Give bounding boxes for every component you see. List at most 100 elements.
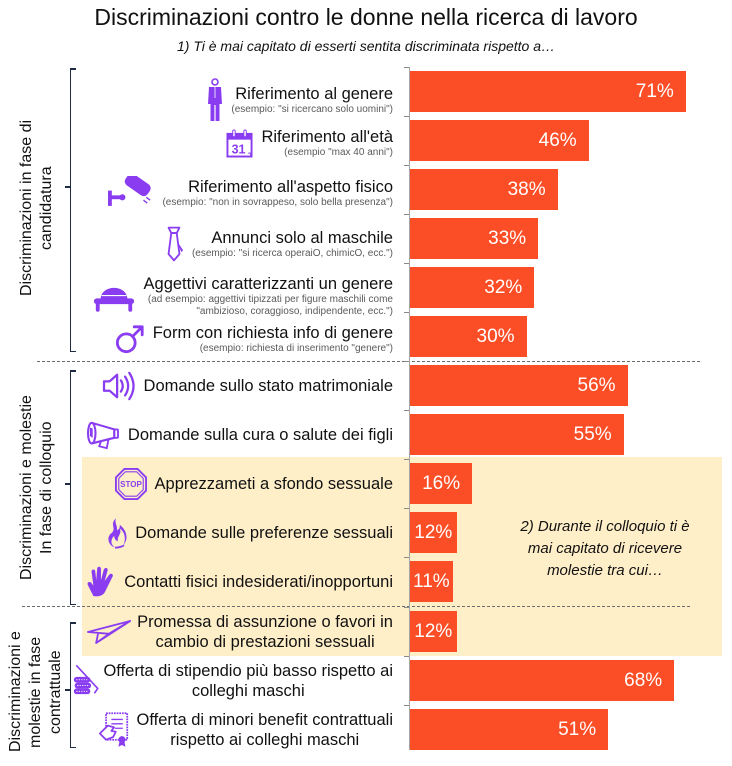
coins-icon <box>73 663 101 699</box>
axis-tick <box>404 656 409 657</box>
bar: 51% <box>410 709 609 750</box>
category-label: Riferimento al genere <box>235 85 393 103</box>
bracket-end <box>71 350 76 352</box>
bar: 38% <box>410 169 558 210</box>
value-label: 12% <box>414 522 453 543</box>
value-label: 68% <box>624 670 663 691</box>
bar: 33% <box>410 218 539 259</box>
certificate-icon <box>98 711 129 748</box>
category-label: Contatti fisici indesiderati/inopportuni <box>124 572 393 591</box>
category-row: Contatti fisici indesiderati/inopportuni <box>84 561 393 602</box>
bracket-mid-tick <box>65 689 70 691</box>
bracket-end <box>71 622 76 624</box>
bar: 46% <box>410 120 589 161</box>
value-label: 33% <box>488 228 527 249</box>
necktie-icon <box>164 225 184 263</box>
chart-subtitle: 1) Ti è mai capitato di esserti sentita … <box>176 38 556 54</box>
question-2-annotation: 2) Durante il colloquio ti è mai capitat… <box>520 518 690 579</box>
category-row: Form con richiesta info di genere (esemp… <box>115 323 393 355</box>
bracket-mid-tick <box>65 483 70 485</box>
category-row: Offerta di minori benefit contrattuali r… <box>98 709 394 750</box>
group-label-colloquio: Discriminazioni e molestie In fase di co… <box>18 395 55 581</box>
category-row: Domande sulle preferenze sessuali <box>105 512 393 553</box>
category-note: (esempio: "si ricerca operaiO, chimicO, … <box>191 248 393 259</box>
group-label-candidatura: Discriminazioni in fase di candidatura <box>18 119 55 297</box>
category-label: Domande sullo stato matrimoniale <box>143 376 393 395</box>
bar: 32% <box>410 267 535 308</box>
speaker-icon <box>102 371 136 401</box>
group-separator <box>37 361 700 362</box>
category-note: (esempio: richiesta di inserimento "gene… <box>199 343 393 354</box>
category-row: Domande sulla cura o salute dei figli <box>86 414 393 455</box>
category-row: Offerta di stipendio più basso rispetto … <box>73 660 393 701</box>
axis-tick <box>404 607 409 608</box>
bar: 68% <box>410 660 675 701</box>
category-row: Promessa di assunzione o favori in cambi… <box>87 611 393 652</box>
flame-icon <box>105 517 127 549</box>
category-label: Domande sulle preferenze sessuali <box>135 523 393 542</box>
category-axis <box>409 67 410 750</box>
axis-tick <box>404 214 409 215</box>
category-label: Offerta di minori benefit contrattuali r… <box>136 710 394 749</box>
category-note: (esempio: "si ricercano solo uomini") <box>231 104 393 115</box>
axis-tick <box>404 361 409 362</box>
category-row: Aggettivi caratterizzanti un genere (ad … <box>92 274 393 318</box>
category-label: Aggettivi caratterizzanti un genere <box>143 275 393 293</box>
category-label: Annunci solo al maschile <box>211 229 393 247</box>
group-bracket <box>65 68 76 352</box>
harassment-highlight-box <box>82 457 722 656</box>
category-label: Apprezzameti a sfondo sessuale <box>154 474 393 493</box>
bar: 12% <box>410 512 457 553</box>
bracket-end <box>71 746 76 748</box>
category-label: Domande sulla cura o salute dei figli <box>127 425 393 444</box>
axis-tick <box>404 705 409 706</box>
bowler-hat-icon <box>92 281 136 312</box>
security-camera-icon <box>108 176 154 209</box>
category-label: Offerta di stipendio più basso rispetto … <box>103 661 393 700</box>
category-note: (ad esempio: aggettivi tipizzati per fig… <box>147 294 393 317</box>
axis-tick <box>404 459 409 460</box>
bracket-mid-tick <box>65 186 70 188</box>
group-bracket <box>65 622 76 748</box>
category-row: Riferimento all'aspetto fisico (esempio:… <box>108 176 393 209</box>
category-row: Domande sullo stato matrimoniale <box>102 365 393 406</box>
axis-tick <box>404 410 409 411</box>
value-label: 71% <box>635 81 674 102</box>
calendar-icon: 31 <box>226 129 253 158</box>
category-label: Riferimento all'età <box>261 128 393 146</box>
category-row: STOP Apprezzameti a sfondo sessuale <box>114 463 393 504</box>
group-bracket <box>65 370 76 605</box>
category-row: 31 Riferimento all'età (esempio "max 40 … <box>226 127 393 159</box>
chart-title: Discriminazioni contro le donne nella ri… <box>94 4 638 30</box>
man-in-suit-icon <box>207 78 223 122</box>
bar: 55% <box>410 414 624 455</box>
axis-tick <box>404 508 409 509</box>
bar: 71% <box>410 71 686 112</box>
axis-tick <box>404 67 409 68</box>
value-label: 11% <box>413 571 450 592</box>
category-label: Riferimento all'aspetto fisico <box>188 177 393 196</box>
value-label: 38% <box>507 179 546 200</box>
value-label: 51% <box>558 719 597 740</box>
category-note: (esempio: "non in sovrappeso, solo bella… <box>162 196 393 208</box>
bracket-end <box>71 603 76 605</box>
group-label-contrattuale: Discriminazioni e molestie in fase contr… <box>7 631 64 753</box>
calendar-day-number: 31 <box>232 142 246 156</box>
stop-sign-icon: STOP <box>114 467 147 500</box>
bracket-end <box>71 370 76 372</box>
value-label: 16% <box>422 473 461 494</box>
bracket-end <box>71 68 76 70</box>
category-row: Riferimento al genere (esempio: "si rice… <box>207 78 393 122</box>
hand-icon <box>84 566 116 598</box>
bar: 30% <box>410 316 527 357</box>
value-label: 56% <box>577 375 616 396</box>
axis-tick <box>404 263 409 264</box>
megaphone-icon <box>86 420 120 450</box>
axis-tick <box>404 116 409 117</box>
bar: 56% <box>410 365 628 406</box>
bar: 11% <box>410 561 453 602</box>
category-row: Annunci solo al maschile (esempio: "si r… <box>164 225 393 263</box>
group-separator <box>22 606 690 607</box>
value-label: 12% <box>414 621 453 642</box>
male-symbol-icon <box>115 324 145 354</box>
